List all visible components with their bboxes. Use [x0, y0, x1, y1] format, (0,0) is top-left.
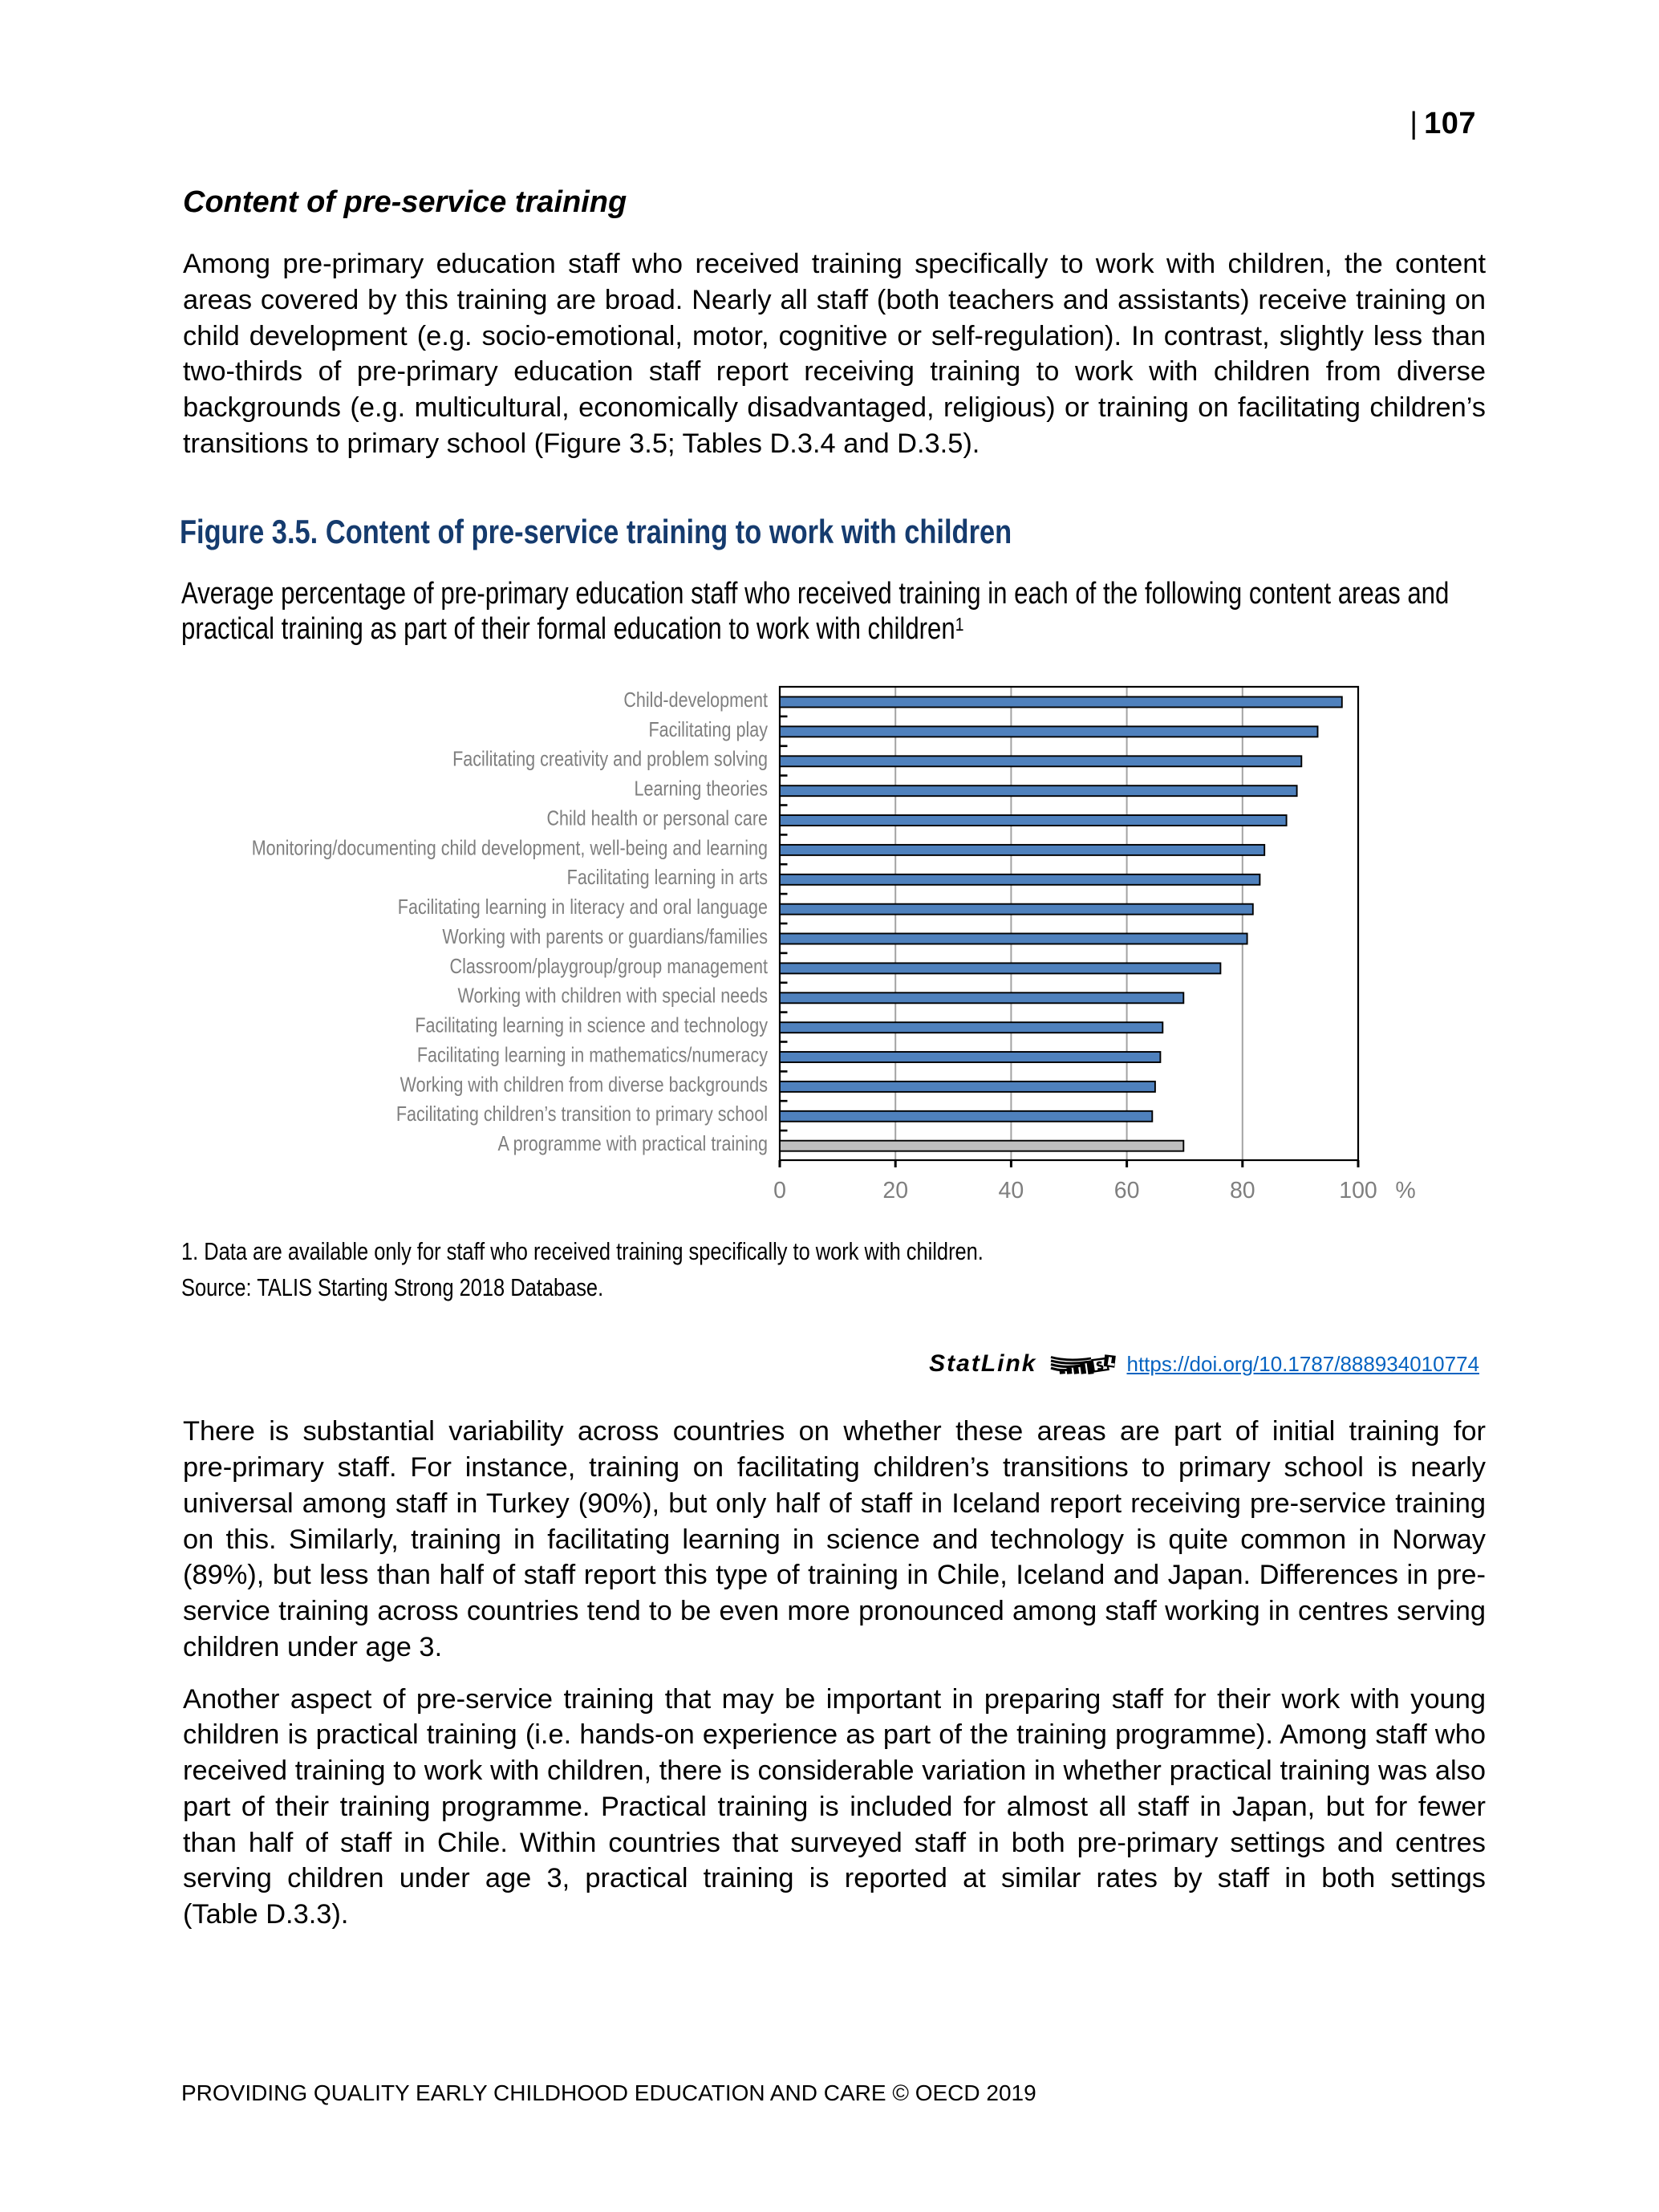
svg-text:20: 20	[882, 1178, 908, 1203]
svg-text:40: 40	[999, 1178, 1024, 1203]
svg-text:Facilitating learning in scien: Facilitating learning in science and tec…	[415, 1014, 768, 1038]
svg-text:0: 0	[773, 1178, 786, 1203]
svg-text:Working with children with spe: Working with children with special needs	[458, 984, 768, 1009]
svg-text:Working with children from div: Working with children from diverse backg…	[400, 1073, 768, 1097]
svg-text:100: 100	[1339, 1178, 1377, 1203]
svg-text:60: 60	[1114, 1178, 1140, 1203]
svg-text:Working with parents or guardi: Working with parents or guardians/famili…	[442, 925, 768, 949]
svg-text:Classroom/playgroup/group mana: Classroom/playgroup/group management	[450, 955, 769, 979]
svg-text:Facilitating learning in liter: Facilitating learning in literacy and or…	[398, 895, 768, 919]
svg-text:Facilitating learning in mathe: Facilitating learning in mathematics/num…	[417, 1043, 768, 1067]
svg-text:Facilitating learning in arts: Facilitating learning in arts	[567, 866, 768, 890]
svg-text:A programme with practical tra: A programme with practical training	[497, 1132, 768, 1156]
svg-text:Child-development: Child-development	[623, 688, 768, 712]
svg-text:Facilitating play: Facilitating play	[648, 718, 768, 742]
svg-text:Child health or personal care: Child health or personal care	[546, 806, 768, 830]
svg-text:80: 80	[1230, 1178, 1255, 1203]
svg-text:Monitoring/documenting child d: Monitoring/documenting child development…	[252, 836, 768, 860]
svg-text:Facilitating children’s transi: Facilitating children’s transition to pr…	[396, 1102, 768, 1126]
svg-text:Learning theories: Learning theories	[634, 777, 768, 802]
svg-text:Facilitating creativity and pr: Facilitating creativity and problem solv…	[452, 748, 768, 772]
svg-text:%: %	[1395, 1178, 1415, 1203]
